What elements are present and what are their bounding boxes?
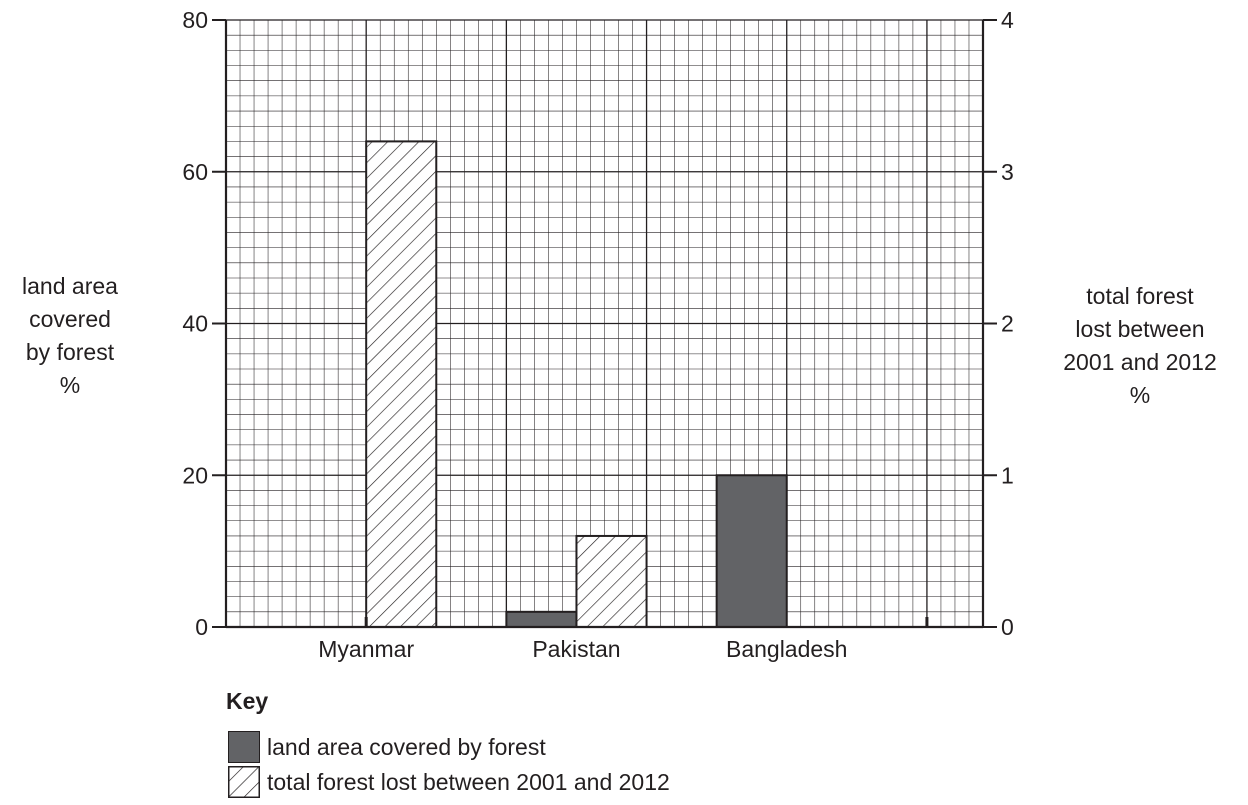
legend-label-forest-cover: land area covered by forest — [267, 733, 546, 760]
right-tick-label: 0 — [1001, 614, 1014, 640]
legend-item-forest-lost: total forest lost between 2001 and 2012 — [228, 765, 670, 799]
bar-myanmar-forest-lost — [365, 140, 438, 628]
category-label-myanmar: Myanmar — [318, 636, 414, 662]
right-tick-label: 4 — [1001, 7, 1014, 33]
right-axis-label: total forest lost between 2001 and 2012 … — [1063, 283, 1217, 408]
legend-title: Key — [226, 688, 269, 714]
left-tick-label: 0 — [195, 614, 208, 640]
axes — [212, 19, 997, 629]
bars — [365, 140, 788, 629]
right-tick-label: 3 — [1001, 159, 1014, 185]
bar-bangladesh-forest-cover — [715, 474, 788, 628]
bar-pakistan-forest-lost — [575, 534, 648, 629]
left-tick-label: 20 — [182, 462, 208, 488]
tick-labels: 0 20 40 60 80 0 1 2 3 4 Myanmar Pakistan Bangladesh — [182, 7, 1014, 662]
left-axis-label: land area covered by forest % — [22, 273, 118, 398]
right-tick-label: 1 — [1001, 462, 1014, 488]
right-tick-label: 2 — [1001, 311, 1014, 337]
left-tick-label: 40 — [182, 311, 208, 337]
legend-label-forest-lost: total forest lost between 2001 and 2012 — [267, 768, 670, 795]
category-label-pakistan: Pakistan — [532, 636, 620, 662]
bar-pakistan-forest-cover — [505, 610, 578, 629]
legend-item-forest-cover: land area covered by forest — [228, 730, 546, 764]
left-tick-label: 80 — [182, 7, 208, 33]
legend-swatch-solid — [228, 731, 260, 763]
left-tick-label: 60 — [182, 159, 208, 185]
legend-swatch-hatched — [228, 766, 260, 798]
category-label-bangladesh: Bangladesh — [726, 636, 848, 662]
